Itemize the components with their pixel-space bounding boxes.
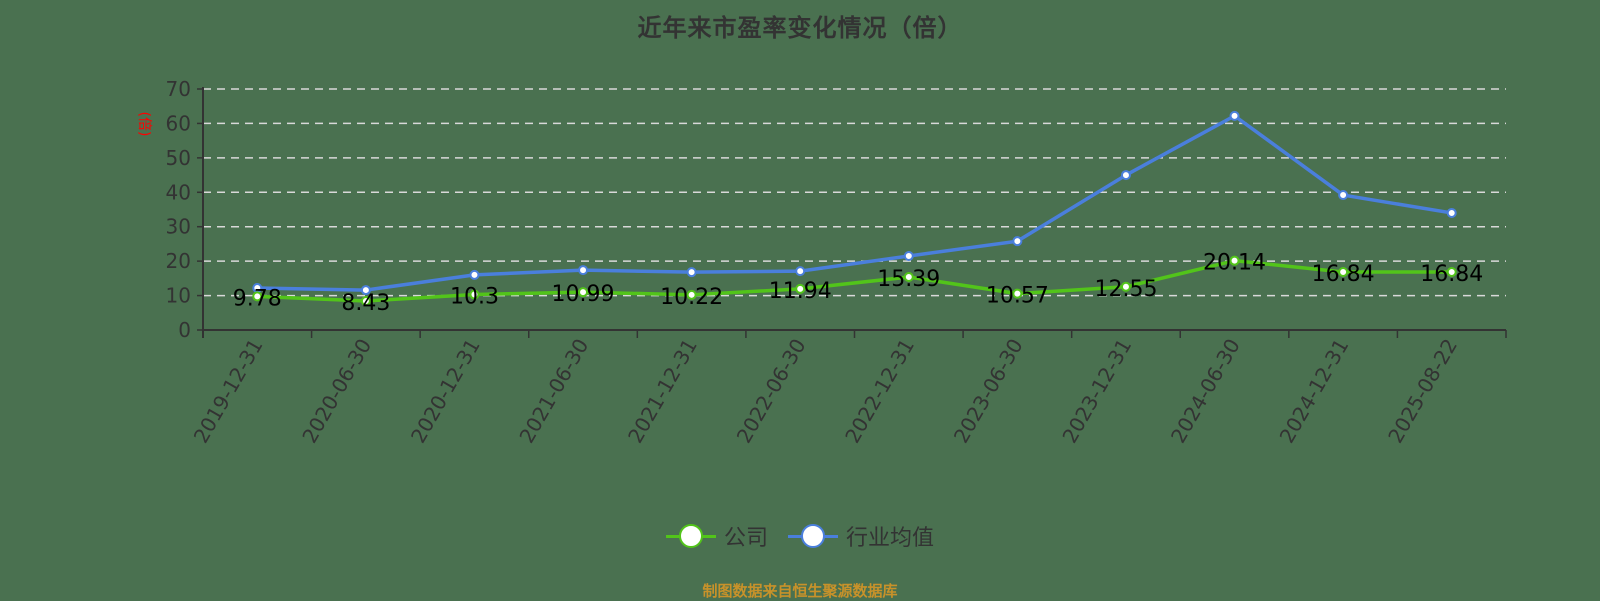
chart-title: 近年来市盈率变化情况（倍） [637,14,963,42]
legend-item-company[interactable]: 公司 [665,520,768,552]
y-tick-label: 10 [166,284,191,308]
y-tick-label: 20 [166,249,191,273]
y-tick-label: 30 [166,215,191,239]
x-tick-label: 2020-06-30 [297,335,376,448]
x-tick-label: 2025-08-22 [1383,335,1462,448]
legend-line-marker-icon [788,524,838,548]
y-tick-label: 70 [166,77,191,101]
legend-line-marker-icon [665,524,716,548]
data-point-marker [1446,267,1457,278]
y-tick-label: 60 [166,111,191,135]
data-point-marker [686,267,697,278]
x-tick-label: 2022-12-31 [840,335,919,448]
series-line-industry-avg [257,114,1452,292]
data-point-marker [578,265,589,276]
data-label: 20.14 [1203,251,1266,276]
legend-label: 公司 [723,526,768,551]
legend-label: 行业均值 [846,526,935,551]
data-label: 8.43 [341,291,390,316]
data-label: 15.39 [877,267,940,292]
x-tick-label: 2024-06-30 [1166,335,1245,448]
data-point-marker [903,272,914,283]
legend-dot [678,524,703,548]
x-axis: 2019-12-31 2020-06-30 2020-12-31 2021-06-30… [189,329,1507,448]
x-tick-label: 2023-12-31 [1057,335,1136,448]
data-point-marker [795,266,806,277]
y-tick-label: 40 [166,180,191,204]
data-point-marker [1338,190,1349,201]
legend-item-industry-avg[interactable]: 行业均值 [788,520,934,552]
legend: 公司 行业均值 [0,520,1600,552]
x-tick-label: 2023-06-30 [949,335,1028,448]
data-label: 16.84 [1420,262,1483,287]
data-point-marker [1120,170,1131,181]
y-tick-label: 0 [178,318,191,342]
series-lines [252,110,1457,306]
data-source-note: 制图数据来自恒生聚源数据库 [702,582,898,600]
data-label: 10.57 [986,284,1049,309]
data-point-marker [903,250,914,261]
data-point-marker [360,295,371,306]
data-point-marker [1012,236,1023,247]
data-label: 12.55 [1094,277,1157,302]
y-tick-label: 50 [166,146,191,170]
data-point-marker [469,269,480,280]
x-tick-label: 2021-06-30 [514,335,593,448]
data-point-marker [1012,288,1023,299]
data-point-marker [1229,110,1240,121]
data-point-marker [1338,267,1349,278]
data-point-marker [1446,207,1457,218]
data-point-marker [686,289,697,300]
data-point-marker [1229,255,1240,266]
x-tick-label: 2020-12-31 [406,335,485,448]
data-label: 10.22 [660,285,723,310]
data-point-marker [360,285,371,296]
data-label: 11.94 [769,279,832,304]
grid-lines [203,88,1506,297]
data-point-marker [795,283,806,294]
y-axis: 0 10 20 30 40 50 60 70 [166,77,204,342]
legend-dot [801,524,825,548]
x-tick-label: 2024-12-31 [1275,335,1354,448]
data-point-marker [469,289,480,300]
data-label: 10.3 [450,285,499,310]
data-point-marker [1120,281,1131,292]
y-axis-unit-label: (倍) [136,112,152,137]
x-tick-label: 2021-12-31 [623,335,702,448]
data-label: 9.78 [233,286,282,311]
x-tick-label: 2019-12-31 [189,335,268,448]
series-line-company [257,258,1452,303]
data-label: 10.99 [552,282,615,307]
x-tick-label: 2022-06-30 [732,335,811,448]
data-point-marker [252,291,263,302]
data-labels: 9.78 8.43 10.3 10.99 10.22 11.94 15.39 10.57 12.… [233,251,1483,316]
data-point-marker [578,287,589,298]
data-label: 16.84 [1312,262,1375,287]
